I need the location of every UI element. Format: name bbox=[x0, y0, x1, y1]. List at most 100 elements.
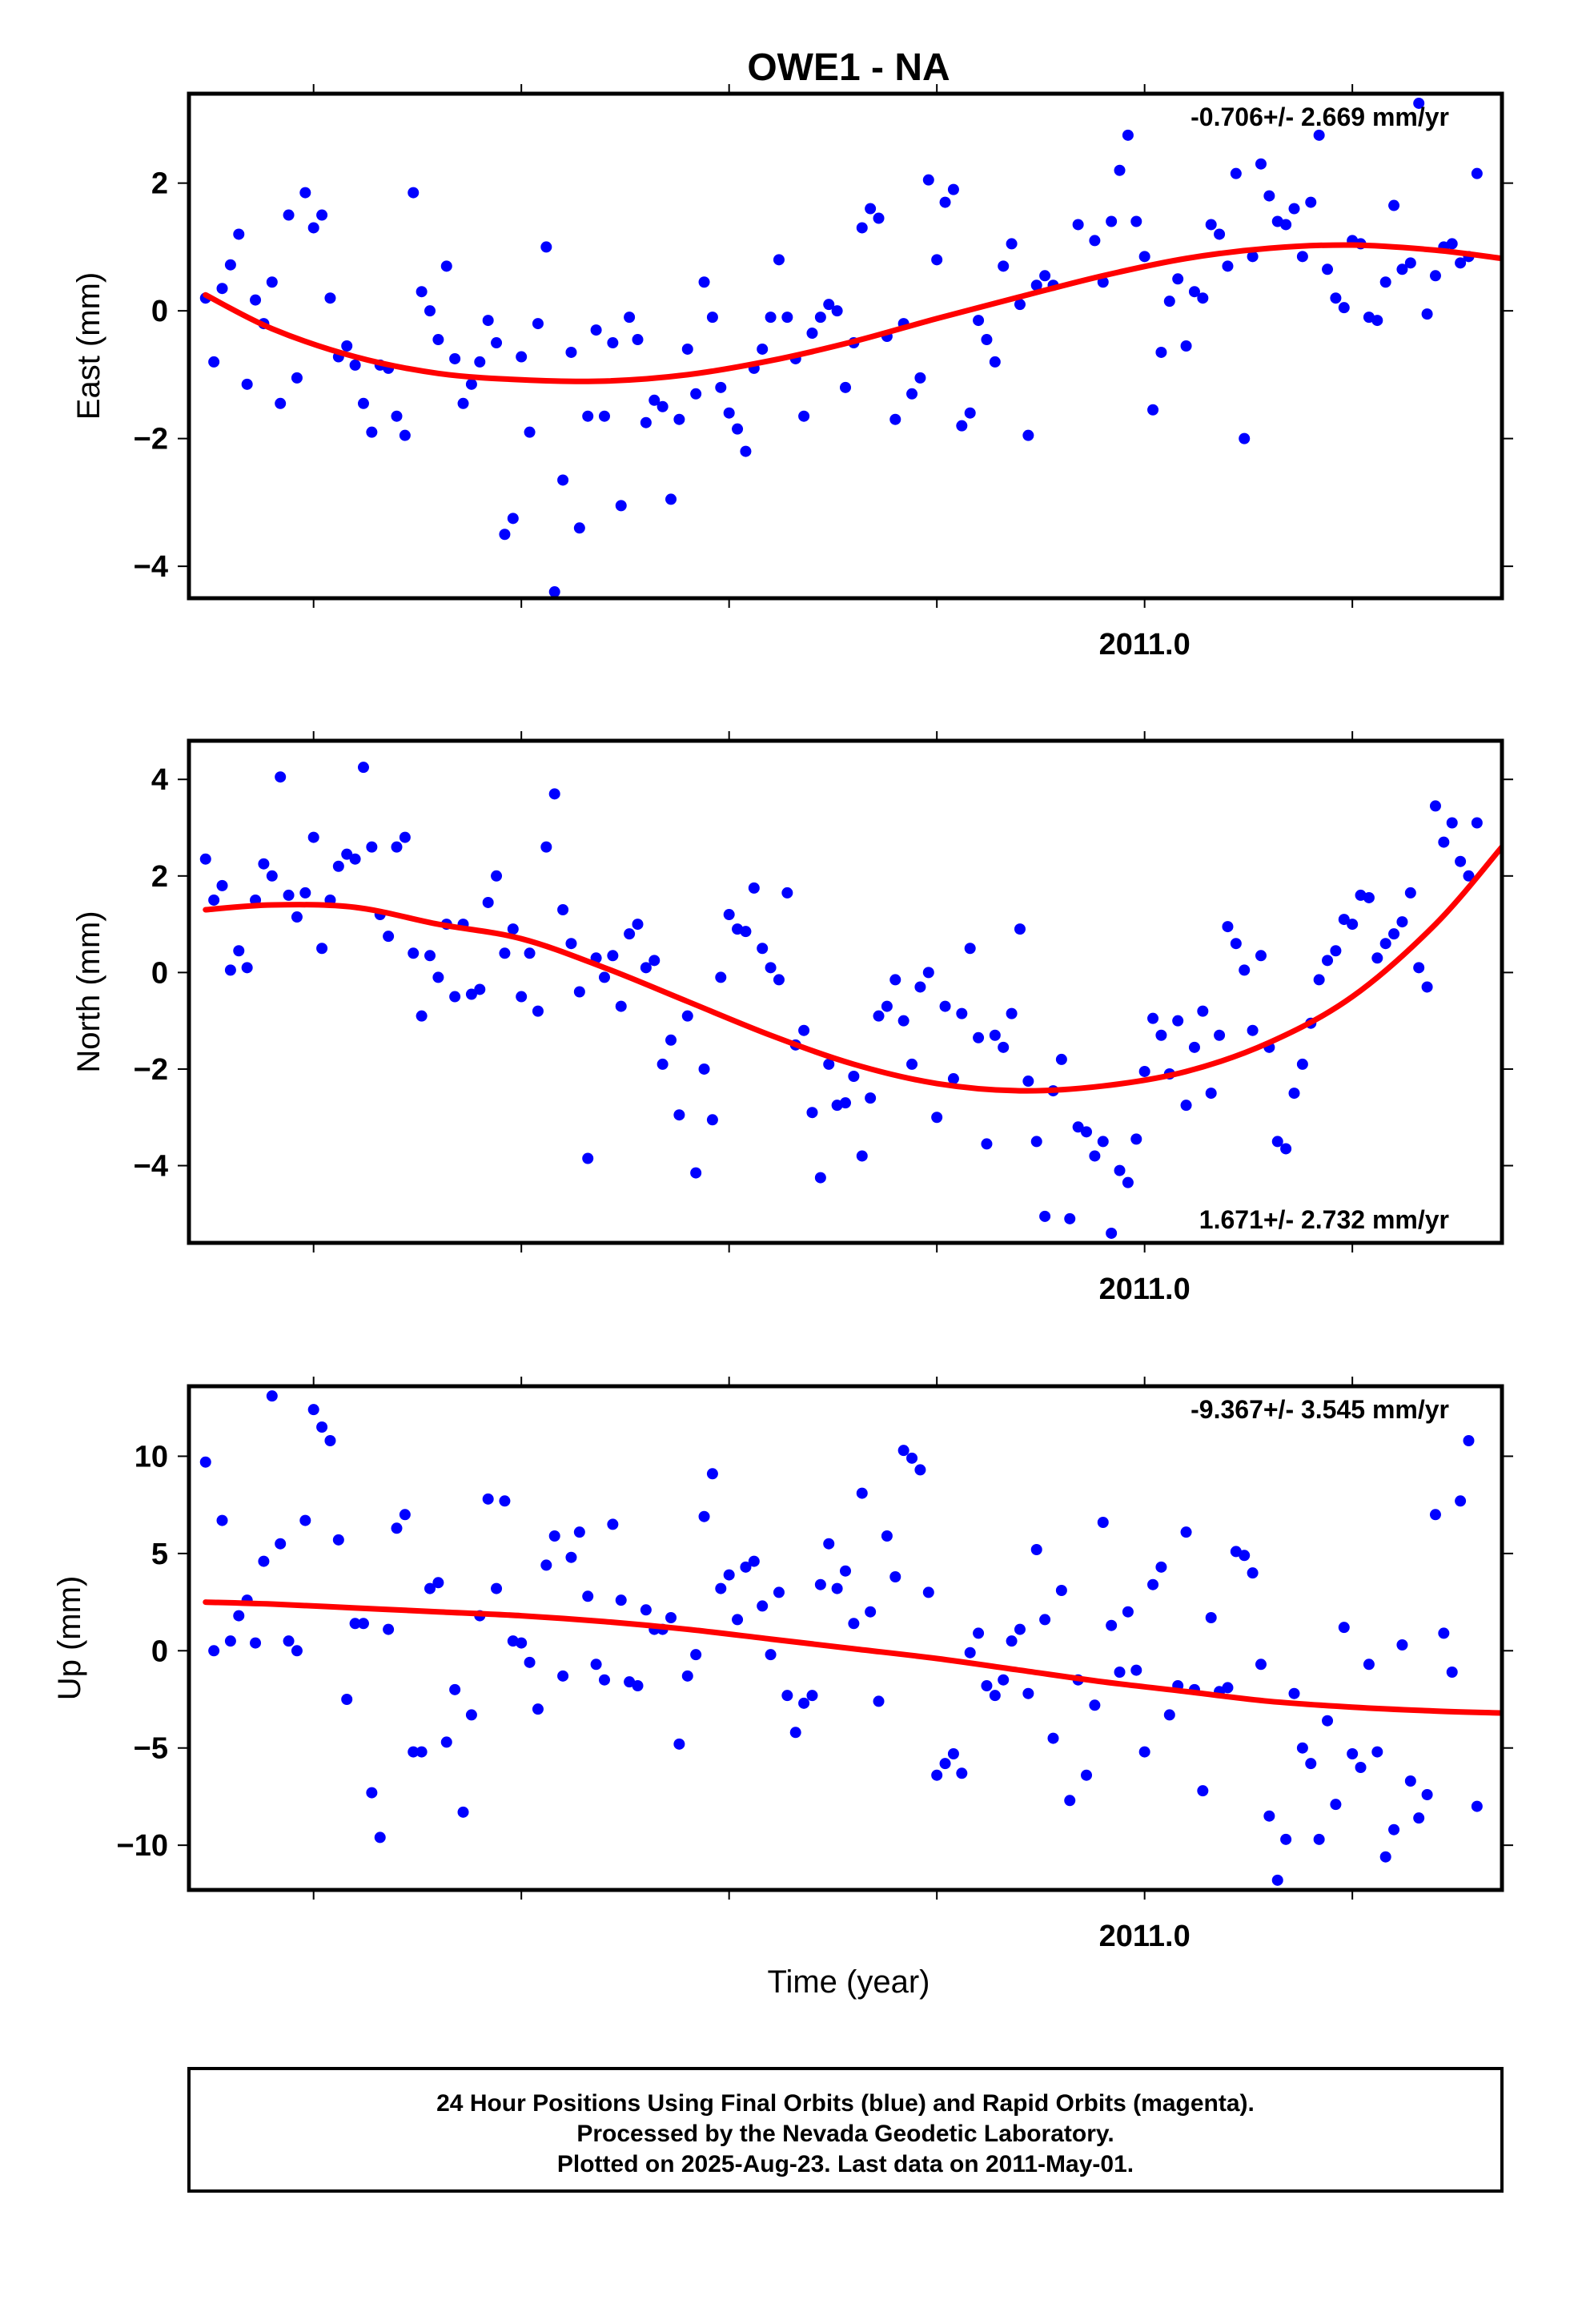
plot-frame bbox=[187, 738, 1504, 1245]
data-point bbox=[341, 340, 353, 352]
caption-line: 24 Hour Positions Using Final Orbits (bl… bbox=[436, 2090, 1255, 2117]
y-tick-label: 4 bbox=[151, 763, 168, 797]
data-point bbox=[1014, 299, 1026, 311]
data-point bbox=[889, 974, 901, 986]
data-point bbox=[1438, 1627, 1450, 1639]
data-point bbox=[1047, 1732, 1059, 1744]
data-point bbox=[1413, 962, 1425, 974]
data-point bbox=[557, 904, 569, 916]
data-point bbox=[241, 378, 253, 390]
data-point bbox=[291, 1645, 303, 1657]
data-point bbox=[773, 254, 785, 266]
data-point bbox=[208, 1645, 220, 1657]
data-point bbox=[1214, 228, 1226, 240]
data-point bbox=[199, 1456, 211, 1468]
data-point bbox=[1296, 251, 1308, 263]
data-point bbox=[1039, 1614, 1051, 1626]
y-tick-label: 0 bbox=[151, 295, 168, 328]
data-point bbox=[1114, 1164, 1126, 1176]
data-point bbox=[573, 986, 585, 998]
data-point bbox=[349, 1618, 361, 1630]
data-point bbox=[1421, 981, 1433, 993]
data-point bbox=[1197, 1005, 1209, 1017]
data-point bbox=[1122, 129, 1134, 141]
data-point bbox=[1072, 1121, 1084, 1133]
data-point bbox=[1222, 260, 1234, 272]
data-point bbox=[964, 407, 976, 419]
data-point bbox=[823, 299, 835, 311]
data-point bbox=[964, 943, 976, 955]
data-point bbox=[773, 974, 785, 986]
data-point bbox=[1239, 1550, 1251, 1562]
data-point bbox=[989, 356, 1001, 368]
data-point bbox=[998, 1041, 1010, 1053]
data-point bbox=[1138, 1065, 1150, 1077]
data-point bbox=[865, 1606, 877, 1618]
data-point bbox=[947, 183, 959, 195]
data-point bbox=[1404, 1775, 1416, 1787]
data-point bbox=[1388, 928, 1400, 940]
data-point bbox=[831, 1582, 843, 1594]
data-point bbox=[524, 1656, 536, 1668]
fit-curve bbox=[203, 242, 1502, 384]
data-point bbox=[1371, 952, 1383, 964]
data-point bbox=[1106, 1619, 1118, 1631]
data-point bbox=[316, 943, 328, 955]
data-point bbox=[681, 1010, 693, 1022]
data-point bbox=[973, 1031, 985, 1043]
data-point bbox=[1106, 1227, 1118, 1239]
data-point bbox=[349, 359, 361, 371]
data-point bbox=[582, 1152, 594, 1164]
fit-curve bbox=[203, 844, 1502, 1094]
panel-3: 2011.0 10 5 0 −5 −10 Up (mm) -9.367+/- 3.545 mm… bbox=[52, 1377, 1513, 1953]
data-point bbox=[607, 950, 619, 962]
data-point bbox=[615, 500, 627, 512]
data-point bbox=[1255, 950, 1267, 962]
data-point bbox=[1446, 238, 1458, 250]
data-point bbox=[881, 1530, 893, 1542]
data-point bbox=[266, 1390, 278, 1402]
data-point bbox=[491, 337, 503, 349]
data-point bbox=[1280, 1143, 1292, 1155]
data-point bbox=[299, 187, 311, 199]
data-point bbox=[914, 981, 926, 993]
data-point bbox=[1130, 1664, 1142, 1676]
data-point bbox=[814, 1578, 826, 1590]
data-point bbox=[1205, 1612, 1217, 1623]
data-point bbox=[1404, 257, 1416, 269]
data-point bbox=[897, 1015, 909, 1027]
data-point bbox=[258, 1555, 270, 1567]
data-point bbox=[1014, 1623, 1026, 1635]
data-point bbox=[881, 1000, 893, 1012]
data-point bbox=[964, 1647, 976, 1659]
data-point bbox=[607, 1518, 619, 1530]
data-point bbox=[1338, 1622, 1350, 1634]
data-point bbox=[324, 1435, 336, 1446]
data-point bbox=[1180, 1100, 1192, 1112]
data-point bbox=[524, 426, 536, 438]
data-point bbox=[565, 1551, 577, 1563]
data-point bbox=[1188, 1041, 1200, 1053]
data-point bbox=[773, 1586, 785, 1598]
data-point bbox=[1114, 164, 1126, 176]
data-point bbox=[565, 938, 577, 950]
data-point bbox=[1106, 215, 1118, 227]
data-point bbox=[582, 410, 594, 422]
data-point bbox=[1388, 1823, 1400, 1835]
data-point bbox=[914, 372, 926, 384]
data-point bbox=[1155, 346, 1167, 358]
data-point bbox=[632, 334, 644, 346]
data-point bbox=[706, 312, 718, 324]
data-point bbox=[1338, 914, 1350, 926]
data-point bbox=[366, 426, 378, 438]
data-point bbox=[748, 1555, 760, 1567]
data-point bbox=[1147, 404, 1159, 416]
data-point bbox=[956, 420, 968, 432]
data-point bbox=[814, 1172, 826, 1184]
data-point bbox=[1222, 1682, 1234, 1694]
data-point bbox=[349, 853, 361, 865]
data-point bbox=[1097, 276, 1109, 288]
data-point bbox=[366, 841, 378, 853]
data-point bbox=[548, 788, 560, 800]
